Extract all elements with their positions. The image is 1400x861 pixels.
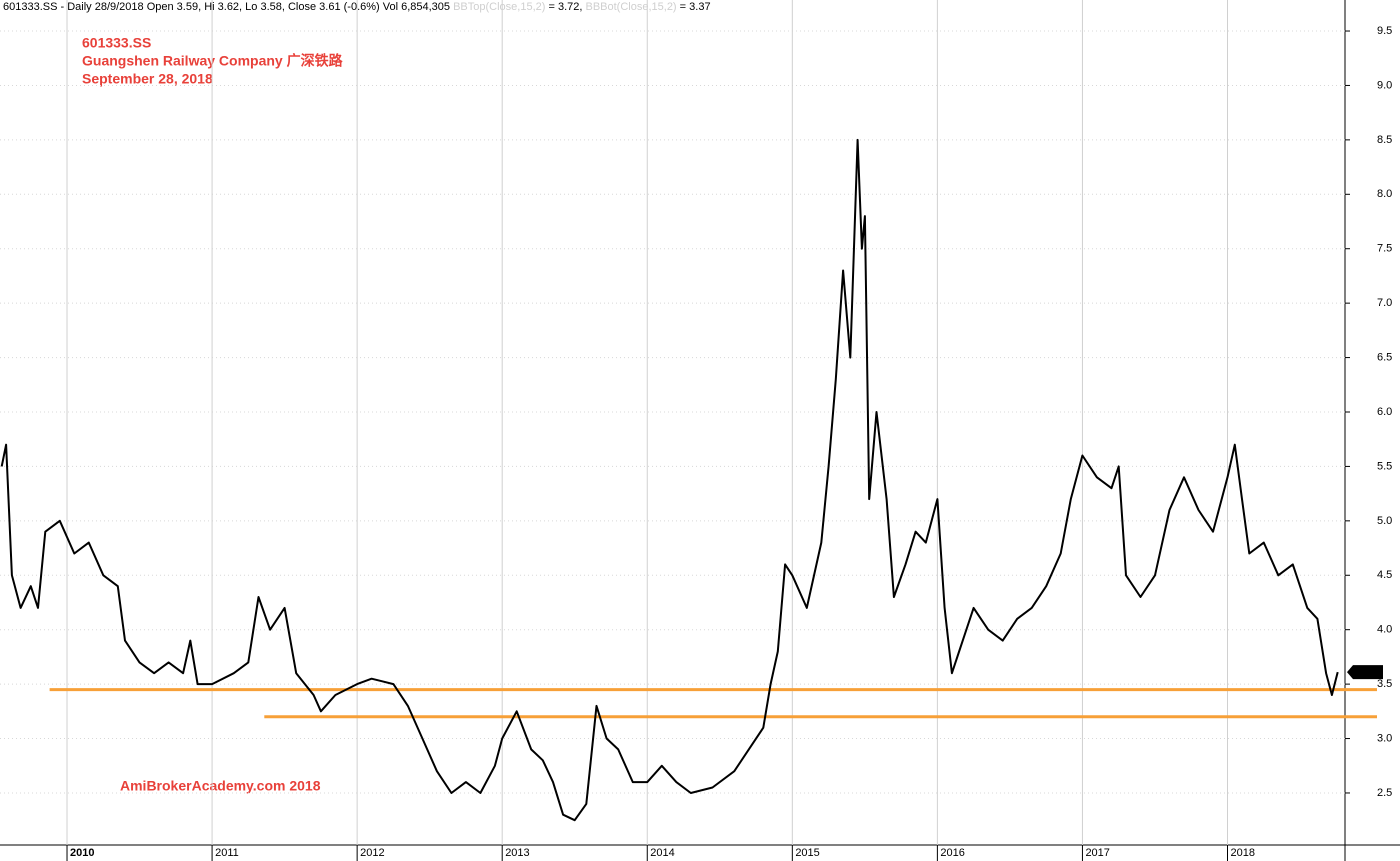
chart-subtitle: Guangshen Railway Company 广深铁路 (82, 53, 344, 69)
y-tick-label: 6.0 (1377, 406, 1392, 418)
y-tick-label: 9.5 (1377, 25, 1392, 37)
y-tick-label: 7.5 (1377, 243, 1392, 255)
y-tick-label: 9.0 (1377, 79, 1392, 91)
y-tick-label: 6.5 (1377, 351, 1392, 363)
x-tick-label: 2014 (650, 847, 674, 859)
chart-date: September 28, 2018 (82, 71, 213, 87)
bbbot-value: = 3.37 (680, 1, 711, 13)
chart-title: 601333.SS (82, 35, 151, 51)
header-text: 601333.SS - Daily 28/9/2018 Open 3.59, H… (3, 1, 450, 13)
bbtop-value: = 3.72, (548, 1, 582, 13)
x-tick-label: 2016 (940, 847, 964, 859)
x-tick-label: 2013 (505, 847, 529, 859)
y-tick-label: 4.0 (1377, 624, 1392, 636)
price-line (0, 138, 1339, 822)
y-tick-label: 3.0 (1377, 732, 1392, 744)
x-tick-label: 2015 (795, 847, 819, 859)
y-tick-label: 3.5 (1377, 678, 1392, 690)
watermark: AmiBrokerAcademy.com 2018 (120, 778, 321, 794)
y-tick-label: 8.5 (1377, 134, 1392, 146)
x-tick-label: 2018 (1231, 847, 1255, 859)
bbtop-name: BBTop(Close,15,2) (453, 1, 545, 13)
last-value-label: 3.61 (1357, 666, 1378, 678)
y-tick-label: 4.5 (1377, 569, 1392, 581)
y-tick-label: 2.5 (1377, 787, 1392, 799)
bbbot-name: BBBot(Close,15,2) (586, 1, 677, 13)
last-value-tag (1347, 665, 1383, 680)
header-info: 601333.SS - Daily 28/9/2018 Open 3.59, H… (3, 1, 711, 13)
y-tick-label: 5.0 (1377, 515, 1392, 527)
y-tick-label: 5.5 (1377, 460, 1392, 472)
x-tick-label: 2017 (1085, 847, 1109, 859)
x-tick-label: 2011 (215, 847, 239, 859)
x-tick-label: 2012 (360, 847, 384, 859)
y-tick-label: 8.0 (1377, 188, 1392, 200)
y-tick-label: 7.0 (1377, 297, 1392, 309)
x-tick-label: 2010 (70, 847, 94, 859)
